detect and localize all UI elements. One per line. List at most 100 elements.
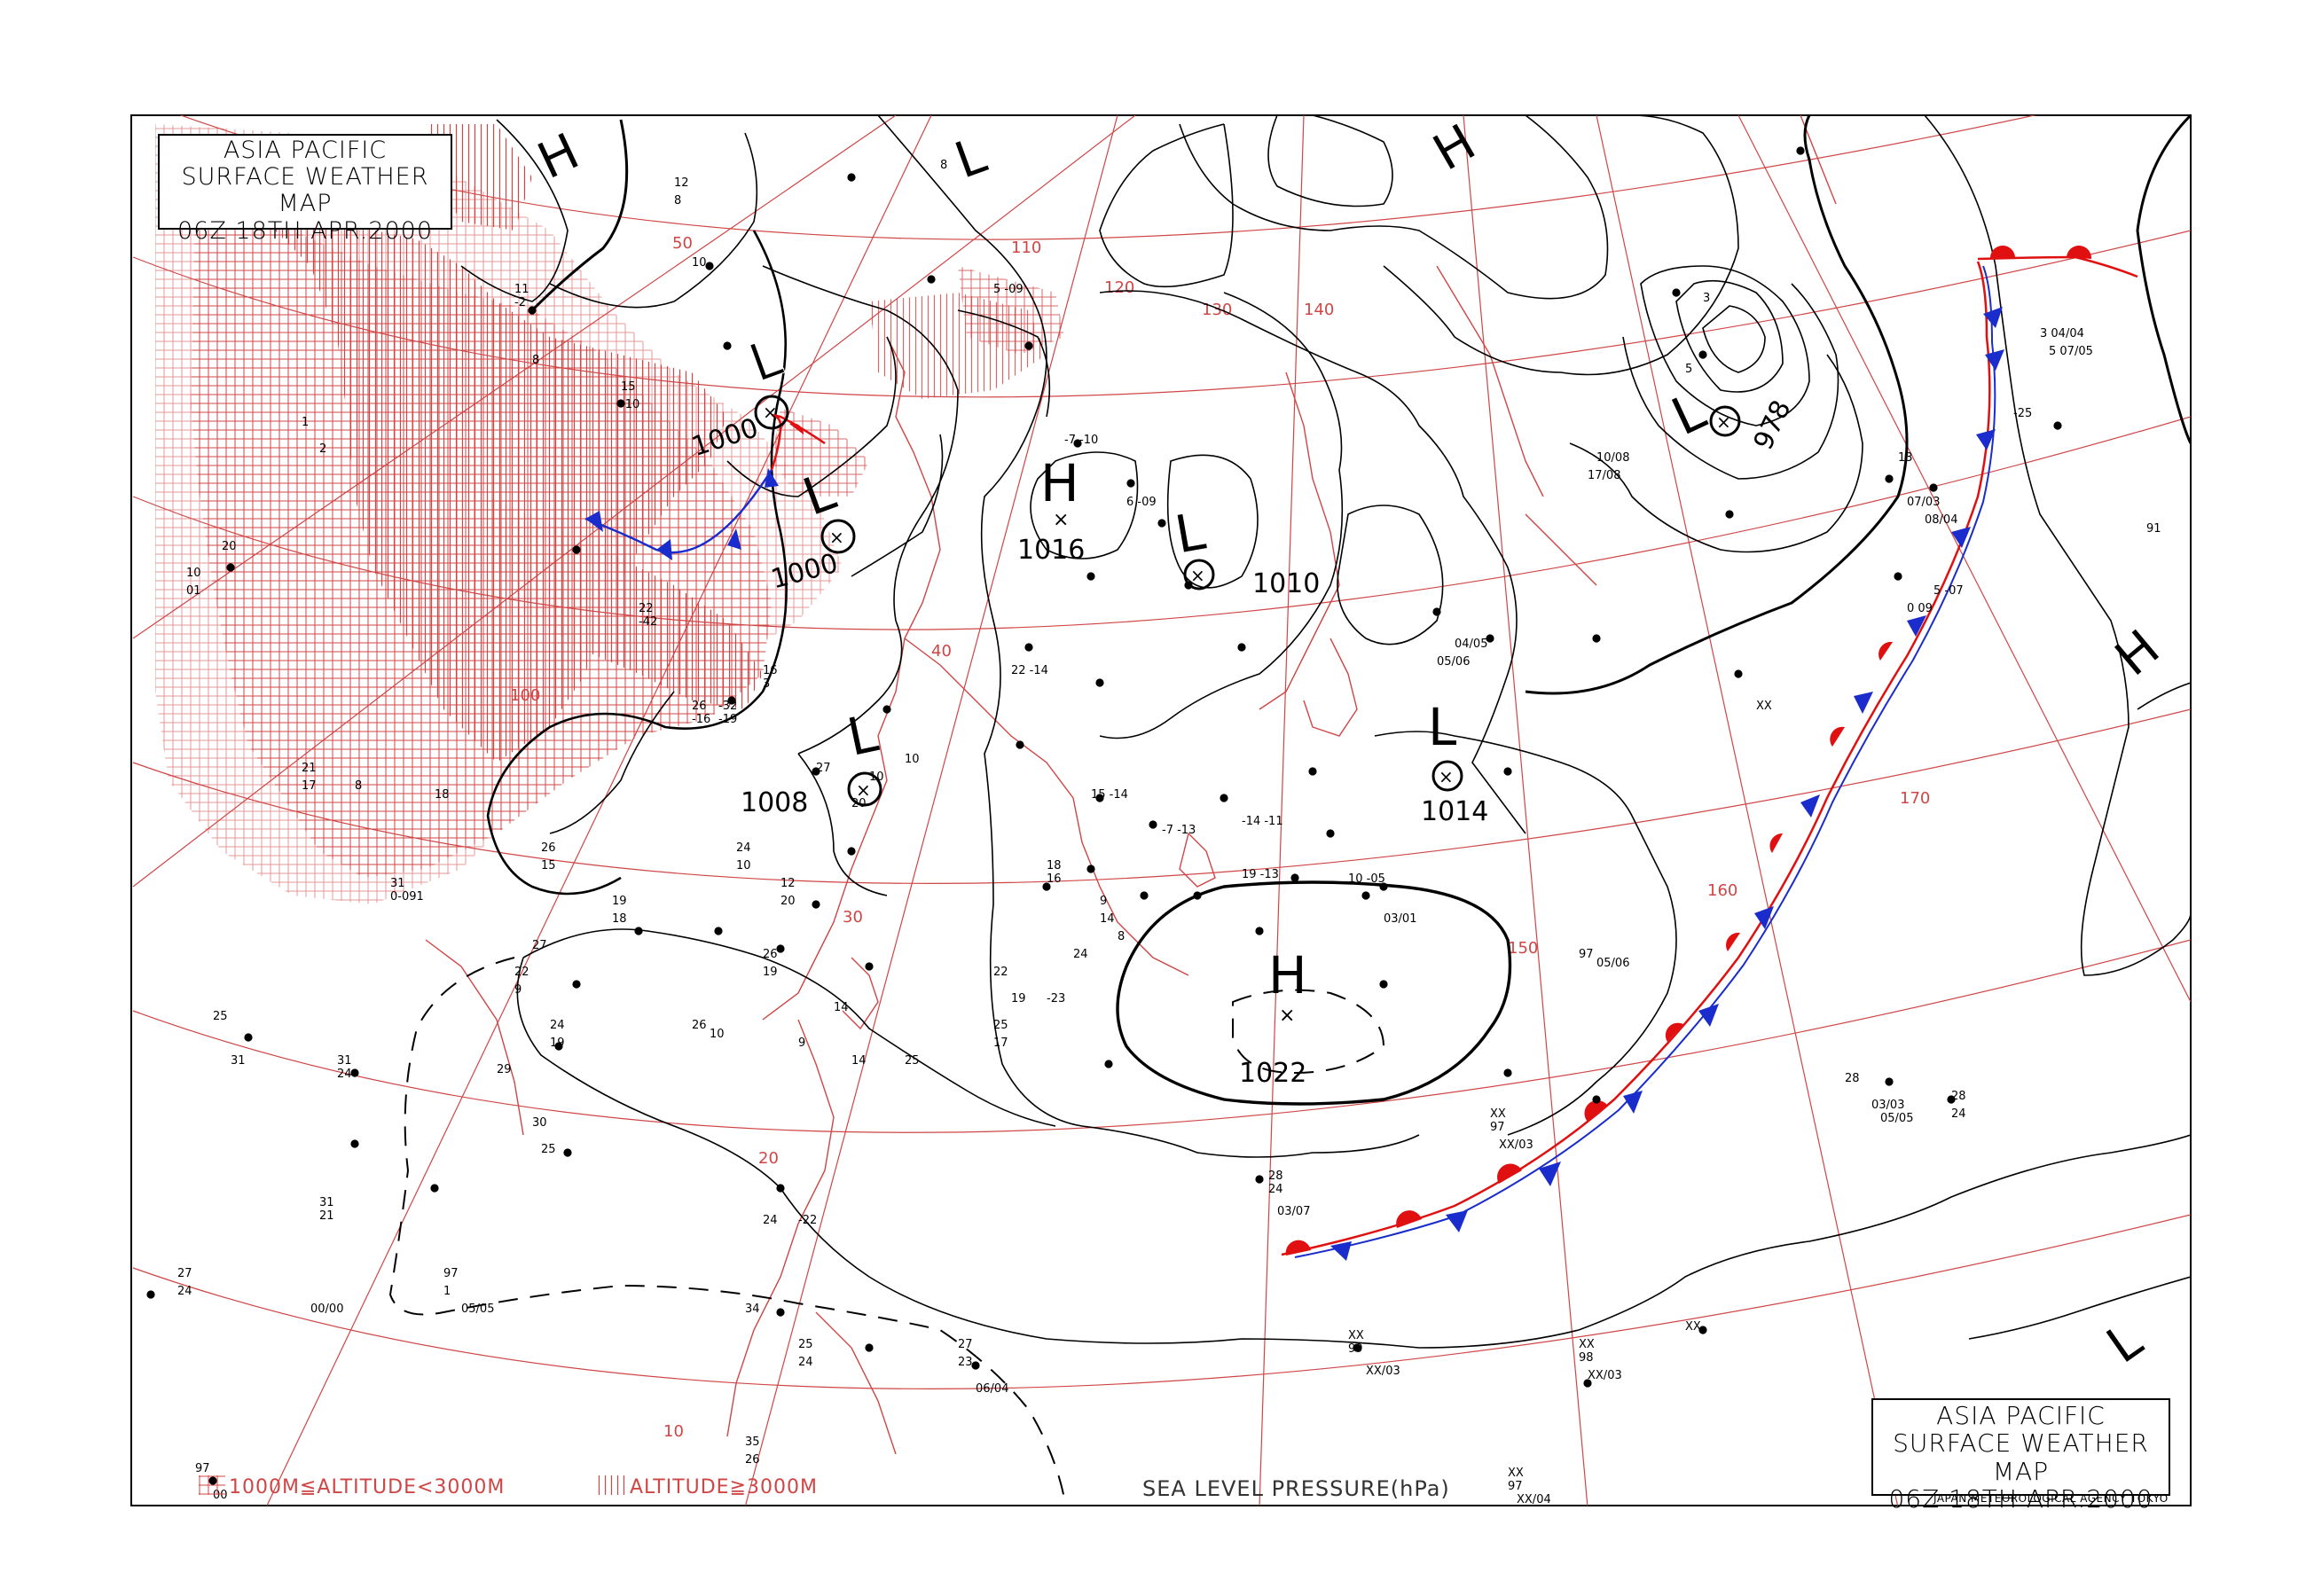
svg-text:1016: 1016 (1017, 535, 1085, 566)
map-title-top-left: ASIA PACIFIC SURFACE WEATHER MAP 06Z 18T… (158, 134, 452, 244)
svg-text:1010: 1010 (1252, 568, 1320, 599)
cold-front-line (1294, 265, 1996, 1258)
svg-text:27: 27 (816, 762, 831, 775)
svg-text:XX: XX (1685, 1320, 1701, 1334)
title-line: ASIA PACIFIC (1936, 1401, 2106, 1430)
svg-text:9: 9 (514, 983, 522, 997)
svg-text:3: 3 (1703, 292, 1710, 305)
svg-text:10: 10 (710, 1028, 725, 1041)
svg-text:10: 10 (905, 753, 920, 766)
lon-label: 100 (510, 686, 540, 705)
svg-text:31: 31 (319, 1196, 334, 1209)
svg-text:-23: -23 (1047, 992, 1065, 1005)
svg-text:91: 91 (2146, 522, 2161, 536)
lon-label: 150 (1508, 939, 1538, 958)
svg-text:-10: -10 (621, 398, 639, 411)
svg-text:XX/04: XX/04 (1517, 1493, 1551, 1506)
low-pressure-center: L × 1014 (1421, 697, 1488, 827)
graticule (132, 115, 2191, 1506)
warm-front-markers (789, 245, 2092, 1256)
pressure-caption: SEA LEVEL PRESSURE(hPa) (1142, 1476, 1450, 1501)
svg-text:5 -07: 5 -07 (1933, 584, 1964, 598)
svg-text:05/06: 05/06 (1437, 655, 1470, 669)
svg-text:3 04/04: 3 04/04 (2040, 327, 2084, 340)
lon-label: 120 (1104, 278, 1134, 297)
svg-text:×: × (1190, 565, 1205, 586)
lat-label: 40 (931, 642, 952, 661)
legend-high-altitude: ALTITUDE≧3000M (630, 1476, 818, 1498)
svg-text:-42: -42 (639, 615, 657, 629)
legend-swatch-mid (199, 1475, 225, 1495)
svg-text:28: 28 (1951, 1090, 1966, 1103)
svg-text:19: 19 (612, 895, 627, 908)
svg-text:-2: -2 (514, 296, 526, 309)
svg-text:L: L (1428, 697, 1456, 757)
svg-text:05/05: 05/05 (1880, 1112, 1913, 1125)
svg-text:34: 34 (745, 1303, 760, 1316)
svg-text:-25: -25 (2013, 407, 2032, 420)
title-line: 06Z 18TH APR.2000 (1888, 1484, 2153, 1514)
svg-text:12: 12 (674, 176, 689, 190)
svg-text:98: 98 (1579, 1351, 1594, 1365)
cold-front-markers (585, 307, 2004, 1261)
svg-text:22: 22 (993, 966, 1008, 979)
svg-text:15 -14: 15 -14 (1091, 788, 1128, 802)
svg-text:0 09: 0 09 (1907, 602, 1933, 615)
svg-text:3: 3 (763, 677, 770, 691)
svg-text:17: 17 (993, 1037, 1008, 1050)
svg-text:26: 26 (692, 1019, 707, 1032)
svg-text:XX/03: XX/03 (1588, 1369, 1622, 1382)
svg-text:24: 24 (550, 1019, 565, 1032)
svg-text:19: 19 (763, 966, 778, 979)
svg-text:5 -09: 5 -09 (993, 283, 1024, 296)
svg-text:5 07/05: 5 07/05 (2049, 345, 2093, 358)
svg-text:27: 27 (958, 1338, 973, 1351)
svg-text:13: 13 (1898, 451, 1913, 465)
svg-text:-16: -16 (692, 713, 710, 726)
lat-label: 20 (758, 1149, 779, 1168)
lon-label: 170 (1900, 789, 1930, 808)
svg-text:26: 26 (763, 948, 778, 961)
svg-text:24: 24 (736, 841, 751, 855)
svg-text:×: × (763, 402, 778, 423)
svg-text:1: 1 (443, 1285, 451, 1298)
svg-text:21: 21 (319, 1209, 334, 1223)
svg-text:31: 31 (231, 1054, 246, 1068)
fronts (584, 245, 2138, 1261)
svg-text:26: 26 (692, 700, 707, 713)
svg-text:×: × (1716, 411, 1731, 433)
title-line: ASIA PACIFIC (223, 137, 388, 164)
svg-text:1: 1 (302, 416, 309, 429)
svg-text:22: 22 (514, 966, 529, 979)
svg-text:97: 97 (1508, 1480, 1523, 1493)
legend-mid-altitude: 1000M≦ALTITUDE<3000M (229, 1476, 506, 1498)
svg-text:XX: XX (1348, 1329, 1364, 1342)
svg-text:1014: 1014 (1421, 796, 1488, 827)
svg-text:27: 27 (177, 1267, 192, 1280)
station-plots (146, 146, 2062, 1485)
svg-text:97: 97 (195, 1462, 210, 1475)
svg-text:19 -13: 19 -13 (1242, 868, 1279, 881)
svg-text:×: × (1053, 509, 1069, 531)
title-line: SURFACE WEATHER MAP (181, 163, 429, 218)
svg-text:24: 24 (1268, 1183, 1283, 1196)
svg-text:H: H (1040, 453, 1079, 513)
svg-text:10: 10 (692, 256, 707, 270)
map-title-bottom-right: ASIA PACIFIC SURFACE WEATHER MAP 06Z 18T… (1871, 1398, 2170, 1513)
svg-text:24: 24 (798, 1356, 813, 1369)
svg-text:14: 14 (834, 1001, 849, 1014)
svg-text:30: 30 (532, 1116, 547, 1130)
svg-text:28: 28 (1845, 1072, 1860, 1085)
svg-text:11: 11 (514, 283, 529, 296)
svg-text:10: 10 (736, 859, 751, 872)
svg-text:00/00: 00/00 (310, 1303, 343, 1316)
svg-text:×: × (856, 779, 871, 801)
title-line: SURFACE WEATHER MAP (1893, 1428, 2149, 1486)
svg-text:21: 21 (302, 762, 317, 775)
svg-text:XX: XX (1756, 700, 1772, 713)
svg-text:05/06: 05/06 (1596, 957, 1629, 970)
low-pressure-center: L × 1010 (1171, 501, 1320, 599)
svg-text:23: 23 (958, 1356, 973, 1369)
lat-label: 10 (663, 1422, 684, 1441)
title-line: 06Z 18TH APR.2000 (176, 216, 433, 245)
